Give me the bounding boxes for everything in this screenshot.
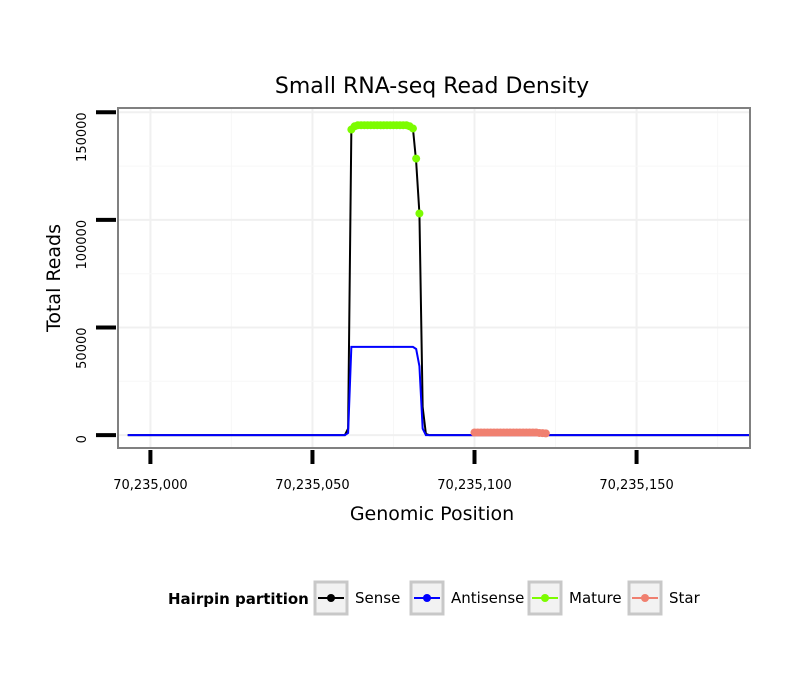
x-axis-ticks: 70,235,000 70,235,050 70,235,100 70,235,150 (113, 450, 674, 493)
mature-point (415, 209, 424, 218)
y-tick-label: 100000 (75, 220, 90, 270)
legend-key-point-antisense (423, 594, 431, 602)
legend-label-sense: Sense (355, 589, 400, 607)
y-axis-title: Total Reads (43, 224, 65, 333)
plot-border (117, 107, 751, 449)
chart-title: Small RNA-seq Read Density (275, 74, 589, 99)
legend-label-star: Star (669, 589, 701, 607)
mature-point (408, 124, 417, 133)
series-points (347, 121, 550, 438)
x-tick-label: 70,235,050 (275, 478, 349, 493)
legend-key-point-sense (327, 594, 335, 602)
x-tick-label: 70,235,100 (437, 478, 511, 493)
antisense-line (127, 345, 750, 437)
plot-background (118, 108, 750, 448)
x-tick-label: 70,235,000 (113, 478, 187, 493)
y-tick-label: 0 (75, 435, 90, 443)
mature-point (412, 154, 421, 163)
x-tick-label: 70,235,150 (599, 478, 673, 493)
y-tick-label: 50000 (75, 327, 90, 368)
y-axis-ticks: 0 50000 100000 150000 (75, 110, 116, 443)
legend-key-point-star (641, 594, 649, 602)
star-point (541, 429, 550, 438)
y-tick-label: 150000 (75, 112, 90, 162)
legend-label-mature: Mature (569, 589, 622, 607)
legend-key-point-mature (541, 594, 549, 602)
legend-title: Hairpin partition (168, 590, 309, 608)
x-axis-title: Genomic Position (350, 503, 514, 525)
legend-label-antisense: Antisense (451, 589, 524, 607)
legend: Hairpin partition Sense Antisense Mature St… (168, 580, 701, 616)
